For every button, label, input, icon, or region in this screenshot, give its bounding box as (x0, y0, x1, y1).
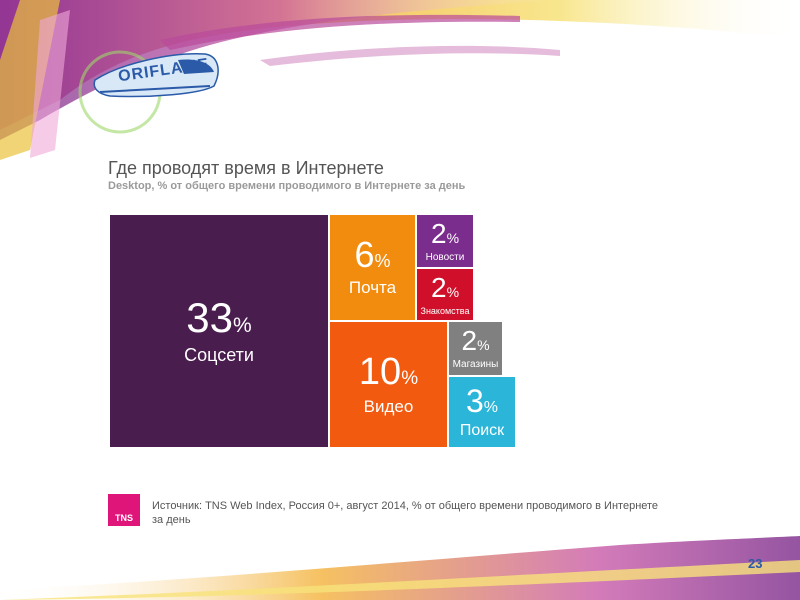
tile-value-unit: % (483, 398, 499, 416)
source-note: Источник: TNS Web Index, Россия 0+, авгу… (152, 500, 659, 526)
tile-value-number: 33 (186, 293, 234, 341)
tile-news: 2% Новости (417, 215, 473, 267)
tile-label: Почта (348, 278, 397, 297)
tile-value-unit: % (401, 367, 419, 389)
tile-value-unit: % (446, 229, 460, 246)
tile-value: 3% (466, 385, 498, 417)
tile-value-number: 2 (461, 325, 478, 356)
tile-mail: 6% Почта (330, 215, 415, 320)
tns-logo: TNS (108, 494, 140, 526)
tile-value: 6% (354, 237, 390, 273)
tile-value: 10% (359, 353, 418, 391)
tile-label: Поиск (459, 421, 505, 439)
tile-value-number: 6 (354, 234, 375, 275)
tile-shops: 2% Магазины (449, 322, 502, 375)
tile-label: Соцсети (184, 344, 254, 365)
tile-value-unit: % (233, 313, 252, 337)
tile-video: 10% Видео (330, 322, 447, 447)
tile-label: Новости (425, 251, 465, 263)
tile-search: 3% Поиск (449, 377, 515, 447)
tile-value: 2% (430, 271, 460, 303)
tile-label: Магазины (452, 359, 499, 370)
tile-value: 2% (461, 327, 489, 355)
page-number: 23 (748, 556, 763, 571)
slide-title: Где проводят время в Интернете (108, 158, 384, 178)
tile-value: 33% (186, 293, 252, 341)
tile-value-number: 2 (430, 271, 447, 303)
tile-value-number: 2 (430, 217, 447, 249)
slide-subtitle: Desktop, % от общего времени проводимого… (108, 180, 466, 192)
tile-label: Знакомства (420, 305, 470, 316)
tile-value: 2% (430, 217, 460, 249)
tile-value-unit: % (446, 283, 460, 300)
tile-value-number: 3 (465, 382, 484, 419)
tile-value-number: 10 (358, 350, 402, 393)
tile-social: 33% Соцсети (110, 215, 328, 447)
tile-label: Видео (363, 396, 414, 416)
tile-value-unit: % (374, 251, 391, 271)
tile-dating: 2% Знакомства (417, 269, 473, 320)
tile-value-unit: % (477, 337, 490, 353)
